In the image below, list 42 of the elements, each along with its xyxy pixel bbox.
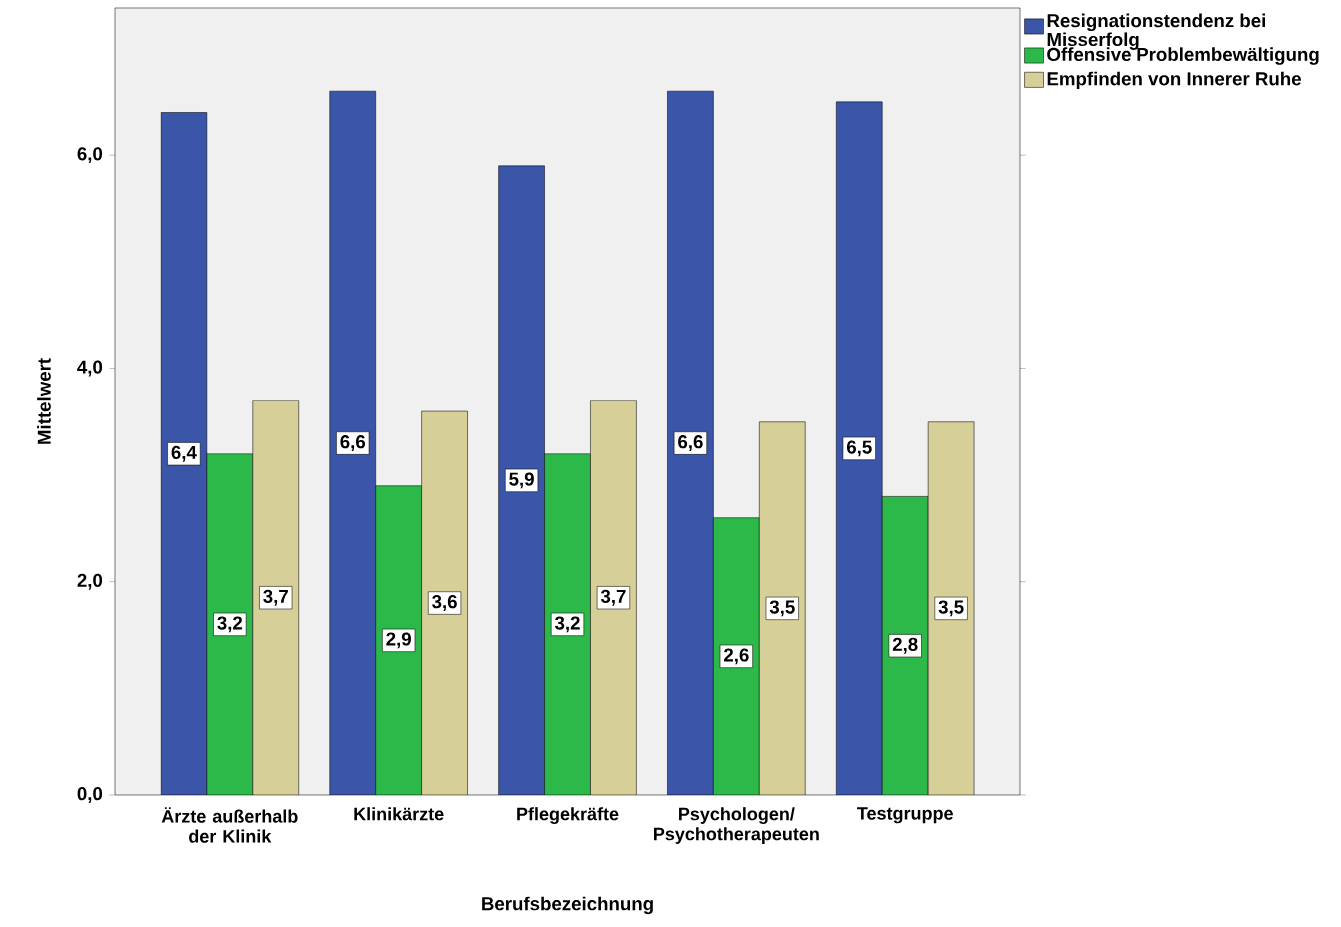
x-tick-label: Pflegekräfte	[517, 807, 619, 825]
bar	[544, 453, 591, 795]
bar	[590, 400, 637, 795]
bar	[206, 453, 253, 795]
bar	[667, 91, 714, 795]
data-label: 3,2	[217, 616, 243, 633]
data-label: 6,4	[171, 445, 197, 462]
bar	[881, 496, 929, 795]
bar	[375, 485, 422, 795]
data-label: 3,2	[554, 616, 580, 633]
bar	[421, 411, 468, 795]
data-label: 6,6	[340, 435, 366, 452]
bar	[252, 400, 299, 795]
x-tick-label: Psychologen/ Psychotherapeuten	[654, 807, 819, 844]
bar	[498, 165, 545, 795]
data-label: 3,5	[769, 600, 795, 617]
x-tick-label: Klinikärzte	[354, 807, 444, 821]
x-axis-title: Berufsbezeichnung	[482, 896, 653, 915]
bar	[927, 421, 975, 795]
data-label: 6,6	[678, 435, 703, 452]
data-label: 3,6	[432, 595, 457, 611]
x-tick-label: Ärzte außerhalb der Klinik	[161, 807, 298, 843]
data-label: 3,7	[263, 589, 288, 606]
y-tick-label: 0,0	[77, 787, 103, 803]
y-axis-title: Mittelwert	[37, 358, 51, 444]
data-label: 5,9	[509, 472, 534, 489]
bar	[160, 112, 207, 795]
x-tick-label: Testgruppe	[857, 807, 953, 824]
y-tick-label: 2,0	[77, 573, 103, 590]
bar	[836, 101, 883, 795]
data-label: 3,5	[938, 600, 964, 617]
data-label: 2,8	[892, 637, 918, 654]
bar	[759, 421, 806, 795]
bar	[329, 91, 376, 795]
data-label: 2,9	[386, 632, 411, 649]
bar	[713, 517, 760, 795]
legend-label: Empfinden von Innerer Ruhe	[1047, 71, 1301, 90]
data-label: 3,7	[600, 589, 626, 606]
data-label: 6,5	[846, 440, 872, 457]
data-label: 2,6	[724, 648, 749, 665]
y-tick-label: 6,0	[77, 147, 103, 164]
y-tick-label: 4,0	[77, 360, 103, 377]
